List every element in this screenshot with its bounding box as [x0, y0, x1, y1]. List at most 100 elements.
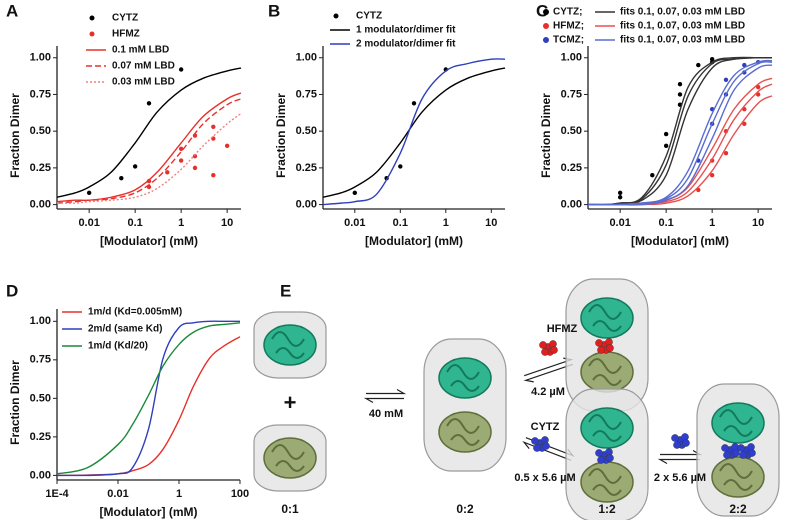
x-tick-label: 0.01	[107, 488, 128, 500]
legend-label: CYTZ	[356, 11, 382, 22]
fit-line	[56, 67, 242, 198]
panel-letter: D	[6, 281, 18, 300]
rate-label: 0.5 x 5.6 µM	[514, 472, 575, 484]
ligand	[550, 346, 558, 354]
subunit	[580, 351, 634, 393]
state-label: 0:1	[281, 502, 299, 516]
fit-line	[56, 322, 241, 475]
data-point	[86, 190, 92, 196]
y-tick-label: 0.75	[30, 354, 51, 366]
fit-line	[56, 98, 242, 204]
ligand	[673, 441, 681, 449]
y-axis-label: Fraction Dimer	[539, 93, 553, 178]
x-axis-label: [Modulator] (mM)	[365, 234, 463, 248]
y-tick-label: 0.75	[561, 88, 582, 100]
fold	[588, 358, 622, 386]
plus: +	[284, 390, 297, 415]
y-axis-label: Fraction Dimer	[274, 93, 288, 178]
x-tick-label: 0.01	[344, 217, 365, 229]
ligand	[595, 449, 603, 457]
legend-label: 1 modulator/dimer fit	[356, 25, 456, 36]
data-point	[411, 101, 417, 106]
y-tick-label: 1.00	[296, 52, 317, 64]
fit-line	[588, 83, 773, 206]
y-tick-label: 0.50	[296, 125, 317, 137]
x-tick-label: 1	[709, 217, 715, 229]
fit-line	[588, 64, 773, 206]
state-label: 1:2	[598, 502, 616, 516]
x-axis-label: [Modulator] (mM)	[631, 234, 729, 248]
legend-marker	[543, 9, 549, 15]
ligand	[533, 444, 541, 452]
ligand	[739, 451, 747, 459]
legend-marker	[89, 31, 95, 37]
ligand	[597, 456, 605, 464]
data-point	[165, 170, 170, 175]
legend-label: fits 0.1, 0.07, 0.03 mM LBD	[620, 7, 745, 18]
panel-letter: E	[280, 281, 291, 300]
reverse-arrow	[523, 363, 573, 383]
data-point	[650, 173, 655, 178]
data-point	[677, 81, 683, 87]
data-point	[723, 150, 729, 156]
subunit	[711, 456, 765, 498]
data-point	[677, 92, 683, 97]
x-tick-label: 0.1	[128, 217, 143, 229]
legend-label: 2m/d (same Kd)	[88, 324, 162, 335]
legend-label: 1m/d (Kd=0.005mM)	[88, 307, 182, 318]
subunit	[263, 437, 317, 479]
ligand	[723, 451, 731, 459]
y-tick-label: 0.25	[296, 162, 317, 174]
x-tick-label: 1	[176, 488, 182, 500]
ligand	[595, 339, 603, 347]
x-tick-label: 1	[178, 217, 184, 229]
state-label: 2:2	[729, 502, 747, 516]
y-tick-label: 0.25	[30, 431, 51, 443]
legend-label: fits 0.1, 0.07, 0.03 mM LBD	[620, 35, 745, 46]
ligand-name: CYTZ	[531, 421, 560, 433]
legend-label: HFMZ	[112, 29, 140, 40]
y-tick-label: 0.50	[30, 125, 51, 137]
forward-arrow	[660, 449, 703, 456]
fit-line	[588, 77, 773, 206]
ligand	[606, 454, 614, 462]
forward-arrow	[366, 388, 407, 395]
data-point	[178, 146, 184, 151]
data-point	[663, 143, 669, 149]
data-point	[755, 84, 761, 90]
ligand	[606, 344, 614, 352]
data-point	[178, 67, 184, 72]
data-point	[723, 77, 729, 82]
legend-label: 0.07 mM LBD	[112, 61, 175, 72]
ligand	[597, 346, 605, 354]
legend-label: CYTZ;	[553, 7, 582, 18]
rate-label: 40 mM	[369, 408, 403, 420]
x-tick-label: 0.01	[78, 217, 99, 229]
x-tick-label: 1	[443, 217, 449, 229]
x-tick-label: 10	[221, 217, 233, 229]
fold	[446, 418, 480, 446]
data-point	[663, 131, 669, 137]
subunit	[263, 324, 317, 366]
data-point	[742, 62, 747, 68]
fit-line	[56, 320, 240, 477]
data-point	[617, 190, 623, 196]
y-tick-label: 0.25	[30, 162, 51, 174]
y-tick-label: 0.00	[30, 199, 51, 211]
data-point	[146, 178, 152, 184]
data-point	[742, 121, 747, 127]
data-point	[709, 57, 715, 62]
ligand	[531, 437, 539, 445]
ligand	[737, 444, 745, 452]
panel-letter: A	[6, 1, 18, 20]
ligand	[539, 341, 547, 349]
diagram: +40 mM HFMZ 4.2 µM CYTZ 0.5 x 5.6 µM 2 x 5.6 …	[253, 278, 780, 520]
fold	[588, 468, 622, 496]
state-label: 0:2	[456, 502, 474, 516]
fold	[271, 444, 305, 472]
x-tick-label: 100	[231, 488, 249, 500]
reverse-arrow	[522, 440, 572, 461]
data-point	[211, 124, 216, 129]
reverse-arrow	[363, 397, 404, 404]
